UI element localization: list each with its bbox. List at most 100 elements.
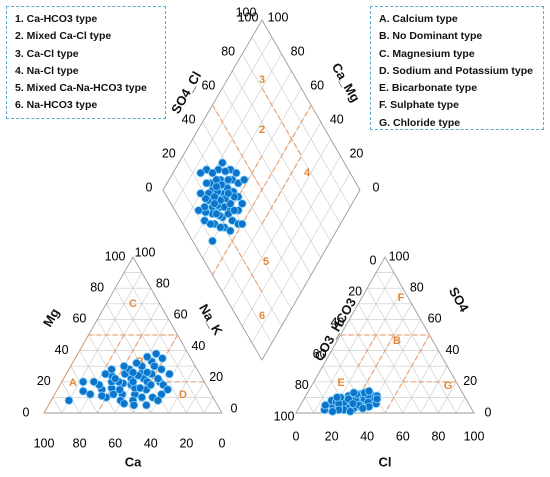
- tick-label: 80: [410, 280, 424, 294]
- zone-label: G: [444, 380, 453, 392]
- plot-frame: [162, 19, 361, 361]
- tick-label: 60: [72, 312, 86, 326]
- data-point: [328, 407, 337, 416]
- zone-boundary: [211, 104, 313, 276]
- tick-label: 20: [37, 374, 51, 388]
- tick-label: 80: [73, 436, 87, 450]
- legend-item: 5. Mixed Ca-Na-HCO3 type: [15, 82, 147, 95]
- data-point: [345, 407, 355, 416]
- tick-label: 80: [221, 44, 235, 58]
- data-point: [239, 175, 249, 185]
- zone-boundary: [384, 334, 431, 414]
- data-point: [216, 223, 225, 232]
- zone-label: F: [398, 292, 405, 304]
- tick-label: 100: [135, 245, 156, 259]
- tick-label: 100: [236, 5, 257, 19]
- zone-boundary: [357, 334, 377, 367]
- tick-label: 100: [34, 436, 55, 450]
- data-point: [212, 182, 221, 191]
- data-point: [358, 404, 368, 413]
- data-point: [153, 374, 163, 383]
- data-point: [221, 167, 230, 176]
- legend-item: 4. Na-Cl type: [15, 64, 79, 77]
- tick-label: 0: [146, 180, 153, 194]
- data-point: [224, 175, 233, 185]
- data-point: [146, 380, 156, 390]
- data-point: [135, 383, 145, 393]
- legend-item: D. Sodium and Potassium type: [379, 64, 534, 77]
- zone-label: B: [393, 335, 401, 347]
- tick-label: 80: [295, 378, 309, 392]
- tick-label: 40: [330, 112, 344, 126]
- data-point: [372, 394, 382, 404]
- tick-label: 0: [231, 401, 238, 415]
- data-point: [64, 396, 74, 405]
- data-point: [115, 385, 124, 394]
- data-point: [208, 236, 217, 246]
- axis-label-ca: Ca: [125, 454, 142, 469]
- legend-item: 1. Ca-HCO3 type: [15, 13, 98, 25]
- tick-label: 100: [238, 10, 259, 24]
- data-point: [196, 189, 205, 198]
- zone-label: C: [129, 298, 137, 310]
- zone-boundary: [105, 334, 125, 367]
- tick-label: 0: [373, 180, 380, 194]
- data-point: [206, 219, 215, 229]
- data-point: [364, 386, 374, 396]
- tick-label: 60: [310, 78, 324, 92]
- data-point: [212, 209, 221, 219]
- tick-label: 0: [485, 405, 492, 419]
- tick-label: 20: [463, 374, 477, 388]
- data-point: [109, 389, 118, 399]
- axis-label-na-k: Na_K: [196, 301, 226, 338]
- data-point: [119, 361, 129, 371]
- data-point: [137, 393, 147, 402]
- data-point: [129, 400, 139, 410]
- data-point: [85, 389, 95, 399]
- tick-label: 0: [23, 405, 30, 419]
- data-point: [89, 377, 99, 387]
- data-point: [348, 399, 358, 408]
- axis-label-mg: Mg: [40, 306, 62, 330]
- tick-label: 60: [396, 429, 410, 443]
- data-point: [153, 396, 163, 405]
- data-point: [202, 178, 211, 188]
- tick-label: 100: [389, 249, 410, 263]
- data-point: [97, 391, 107, 401]
- zone-label: 3: [259, 74, 265, 86]
- tick-label: 20: [209, 370, 223, 384]
- data-point: [321, 400, 330, 410]
- axis-label-ca-mg: Ca_Mg: [329, 60, 363, 104]
- tick-label: 60: [201, 78, 215, 92]
- tick-label: 40: [55, 343, 69, 357]
- data-point: [158, 354, 167, 363]
- data-point: [229, 206, 239, 215]
- zone-label: A: [69, 377, 77, 389]
- tick-label: 60: [174, 308, 188, 322]
- zone-label: E: [337, 377, 344, 389]
- data-point: [142, 368, 152, 377]
- data-point: [165, 369, 174, 379]
- tick-label: 80: [291, 44, 305, 58]
- tick-label: 40: [360, 429, 374, 443]
- legend-item: G. Chloride type: [379, 116, 461, 129]
- legend-water-types: 1. Ca-HCO3 type 2. Mixed Ca-Cl type 3. C…: [6, 6, 166, 119]
- axis-label-so4: SO4: [446, 284, 472, 315]
- tick-label: 60: [108, 436, 122, 450]
- legend-item: E. Bicarbonate type: [379, 82, 478, 95]
- tick-label: 80: [156, 276, 170, 290]
- legend-item: F. Sulphate type: [379, 99, 459, 112]
- data-point: [224, 189, 233, 198]
- zone-label: 4: [304, 167, 311, 179]
- legend-item: 6. Na-HCO3 type: [15, 99, 98, 112]
- legend-item: A. Calcium type: [379, 13, 458, 25]
- tick-label: 60: [428, 312, 442, 326]
- legend-item: C. Magnesium type: [379, 47, 475, 60]
- data-point: [226, 226, 235, 236]
- data-point: [218, 158, 227, 168]
- data-point: [78, 386, 88, 396]
- tick-label: 80: [431, 429, 445, 443]
- tick-label: 20: [325, 429, 339, 443]
- tick-label: 100: [268, 10, 289, 24]
